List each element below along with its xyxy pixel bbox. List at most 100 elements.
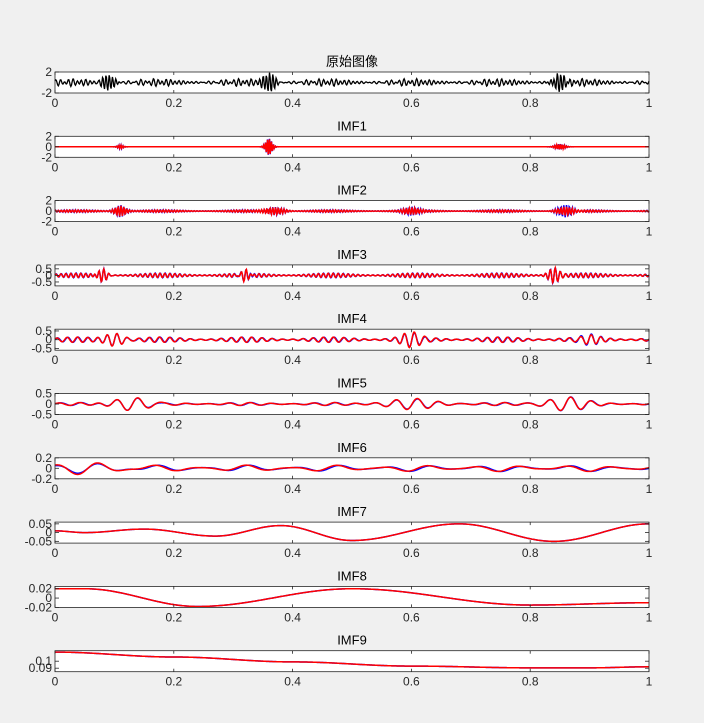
series-line-2 [54,331,650,349]
axes-background [55,522,649,544]
x-tick-label: 0 [52,610,59,624]
x-tick-label: 0 [52,418,59,432]
x-tick-label: 0.6 [403,225,420,239]
x-tick-label: 0.8 [522,96,539,110]
y-tick-label: 0 [45,268,52,282]
x-tick-label: 0.8 [522,289,539,303]
x-tick-label: 1 [646,610,653,624]
x-tick-label: 0.2 [165,289,182,303]
subplot-title: IMF3 [337,247,367,262]
x-tick-label: 0.2 [165,353,182,367]
x-tick-label: 0.6 [403,353,420,367]
y-tick-label: 0 [45,204,52,218]
x-tick-label: 0.2 [165,96,182,110]
series-line-1 [54,72,650,92]
y-tick-label: 0.1 [35,654,52,668]
x-tick-label: 0.2 [165,225,182,239]
subplot-title: 原始图像 [326,54,378,69]
y-tick-label: 0 [45,140,52,154]
y-tick-label: 0 [45,526,52,540]
x-tick-label: 1 [646,225,653,239]
x-tick-label: 0.2 [165,546,182,560]
x-tick-label: 0.6 [403,610,420,624]
series-line-2 [55,523,649,543]
subplot-title: IMF6 [337,440,367,455]
subplot-title: IMF4 [337,311,367,326]
x-tick-label: 1 [646,289,653,303]
x-tick-label: 0.8 [522,482,539,496]
y-tick-label: 0.02 [29,582,53,596]
axes-background [55,586,649,608]
series-line-2 [55,587,649,608]
series-line-2 [54,265,650,286]
y-tick-label: -0.2 [31,472,52,486]
y-tick-label: -0.5 [31,408,52,422]
x-tick-label: 0.2 [165,675,182,689]
x-tick-label: 0 [52,160,59,174]
x-tick-label: 1 [646,418,653,432]
subplot-1: 原始图像 0 0.2 0.4 0.6 0.8 1 2 -2 [41,54,652,110]
y-tick-label: 0 [45,461,52,475]
x-tick-label: 1 [646,675,653,689]
x-tick-label: 1 [646,96,653,110]
y-tick-label: 2 [45,65,52,79]
series-line-2 [54,205,650,218]
y-tick-label: 0.5 [35,262,52,276]
y-tick-label: -2 [41,150,52,164]
x-tick-label: 0.6 [403,289,420,303]
x-tick-label: 0 [52,225,59,239]
axes-background [55,650,649,672]
x-tick-label: 0.6 [403,482,420,496]
x-tick-label: 0.4 [284,675,301,689]
y-tick-label: -0.5 [31,341,52,355]
x-tick-label: 1 [646,353,653,367]
y-tick-label: 0.09 [29,661,53,675]
x-tick-label: 0.6 [403,96,420,110]
x-tick-label: 0.4 [284,160,301,174]
axes-frame [54,71,650,94]
subplot-title: IMF8 [337,568,367,583]
subplot-title: IMF7 [337,504,367,519]
x-tick-label: 0.4 [284,289,301,303]
y-tick-label: -0.05 [25,534,53,548]
x-tick-label: 0.4 [284,225,301,239]
subplot-title: IMF9 [337,633,367,648]
y-tick-label: 0 [45,397,52,411]
x-tick-label: 0.8 [522,418,539,432]
x-tick-label: 0.8 [522,675,539,689]
x-tick-label: 0.4 [284,482,301,496]
subplot-4: IMF3 0 0.2 0.4 0.6 0.8 1 0.50-0.5 [31,247,652,303]
x-tick-label: 0.8 [522,546,539,560]
x-tick-label: 0.6 [403,160,420,174]
y-tick-label: 2 [45,129,52,143]
subplot-title: IMF5 [337,376,367,391]
x-tick-label: 0.2 [165,418,182,432]
x-tick-label: 0.8 [522,160,539,174]
y-tick-label: 0 [45,333,52,347]
y-tick-label: -0.02 [25,600,53,614]
x-tick-label: 0 [52,289,59,303]
y-tick-label: 0.5 [35,324,52,338]
x-tick-label: 1 [646,546,653,560]
x-tick-label: 0.4 [284,546,301,560]
y-tick-label: -2 [41,86,52,100]
series-line-2 [54,396,650,412]
x-tick-label: 0 [52,546,59,560]
y-tick-label: 2 [45,194,52,208]
x-tick-label: 0.2 [165,610,182,624]
subplot-10: IMF9 0 0.2 0.4 0.6 0.8 1 0.10.09 [29,633,653,689]
x-tick-label: 0.2 [165,482,182,496]
x-tick-label: 1 [646,160,653,174]
axes-frame [54,586,650,608]
x-tick-label: 0.4 [284,610,301,624]
y-tick-label: 0.5 [35,387,52,401]
x-tick-label: 0.8 [522,225,539,239]
y-tick-label: 0 [45,591,52,605]
y-tick-label: -2 [41,215,52,229]
x-tick-label: 0.4 [284,418,301,432]
x-tick-label: 0.6 [403,418,420,432]
